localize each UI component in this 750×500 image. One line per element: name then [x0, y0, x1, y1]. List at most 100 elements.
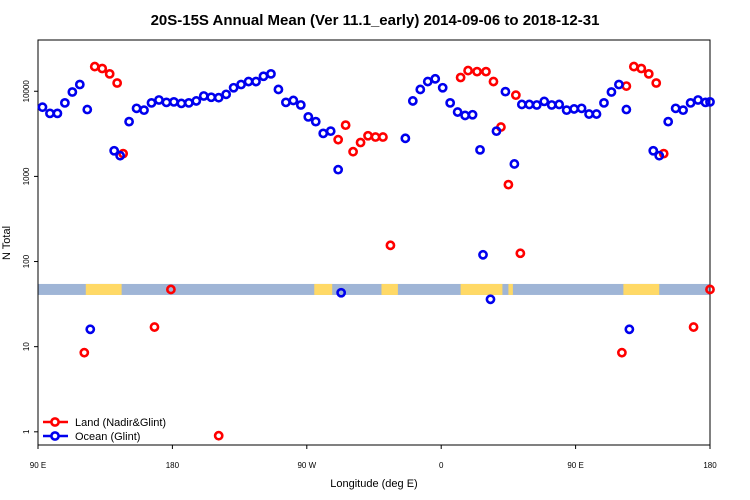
data-point [166, 284, 176, 295]
data-point [303, 111, 314, 122]
x-tick-label: 180 [166, 461, 180, 470]
x-tick-label: 0 [439, 461, 444, 470]
data-point [503, 179, 514, 190]
data-points [37, 61, 715, 441]
data-point [614, 79, 624, 90]
data-point [161, 97, 172, 108]
data-point [115, 150, 126, 161]
data-point [97, 63, 108, 74]
data-point [273, 84, 284, 95]
data-point [491, 126, 502, 137]
y-tick-label: 1 [22, 429, 31, 434]
data-point [509, 159, 520, 169]
landmask-land [460, 283, 503, 295]
data-point [606, 87, 617, 97]
data-point [243, 76, 254, 87]
data-point [183, 97, 194, 108]
data-point [191, 96, 202, 106]
data-point [463, 65, 473, 76]
data-point [336, 287, 347, 298]
data-point [561, 105, 572, 116]
data-point [485, 294, 496, 305]
data-point [251, 76, 261, 87]
landmask-land [623, 283, 660, 295]
data-point [616, 347, 627, 358]
data-point [422, 76, 433, 87]
data-point [258, 71, 269, 82]
data-point [168, 96, 179, 107]
data-point [670, 103, 681, 114]
landmask-land [314, 283, 333, 295]
data-point [628, 61, 639, 72]
data-point [266, 68, 276, 79]
data-point [467, 109, 478, 120]
data-point [198, 91, 209, 101]
data-point [37, 102, 48, 113]
data-point [584, 109, 594, 119]
y-axis-ticks: 1 10 100 1000 10000 [22, 80, 38, 434]
data-point [176, 98, 187, 109]
data-point [621, 81, 632, 91]
data-point [481, 66, 491, 77]
data-point [452, 107, 463, 117]
data-point [89, 61, 100, 72]
data-point [688, 322, 699, 332]
legend-swatch-marker [50, 417, 60, 427]
data-point [74, 79, 85, 90]
data-point [515, 248, 526, 259]
data-point [569, 104, 580, 114]
data-point [599, 97, 609, 108]
data-point [407, 96, 418, 106]
data-point [685, 97, 696, 108]
data-point [621, 104, 632, 115]
y-tick-label: 10 [22, 342, 31, 351]
legend: Land (Nadir&Glint) Ocean (Glint) [43, 417, 166, 443]
data-point [636, 63, 647, 74]
data-point [591, 109, 602, 119]
data-point [340, 120, 351, 131]
data-point [146, 97, 157, 108]
data-point [460, 110, 470, 121]
data-point [524, 99, 535, 110]
data-point [415, 84, 426, 95]
data-point [437, 82, 448, 93]
x-tick-label: 90 W [297, 461, 316, 470]
data-point [154, 95, 164, 105]
data-point [288, 95, 299, 106]
x-axis-ticks: 90 E 180 90 W 0 90 E 180 [30, 445, 717, 470]
x-tick-label: 180 [703, 461, 717, 470]
data-point [310, 116, 321, 127]
data-point [280, 97, 291, 108]
data-point [325, 126, 336, 137]
data-point [478, 249, 488, 260]
data-point [516, 99, 527, 110]
x-tick-label: 90 E [30, 461, 46, 470]
data-point [67, 87, 78, 97]
data-point [213, 92, 224, 103]
data-point [648, 145, 659, 156]
data-point [52, 108, 63, 119]
data-point [445, 97, 456, 108]
data-point [500, 86, 511, 97]
data-point [472, 66, 482, 77]
data-point [651, 78, 662, 88]
legend-label: Ocean (Glint) [75, 431, 140, 443]
data-point [318, 128, 329, 139]
data-point [654, 150, 665, 161]
data-point [510, 90, 521, 101]
y-tick-label: 100 [22, 254, 31, 268]
y-tick-label: 1000 [22, 167, 31, 185]
data-point [705, 284, 715, 295]
data-point [124, 116, 134, 127]
landmask-ocean [38, 283, 710, 295]
data-point [385, 240, 396, 251]
data-point [455, 72, 466, 83]
legend-swatch-marker [50, 431, 60, 441]
data-point [400, 133, 411, 144]
data-point [531, 100, 542, 110]
data-point [333, 164, 344, 175]
data-point [236, 79, 246, 90]
data-point [348, 146, 358, 157]
data-point [705, 96, 715, 107]
data-point [663, 116, 674, 127]
